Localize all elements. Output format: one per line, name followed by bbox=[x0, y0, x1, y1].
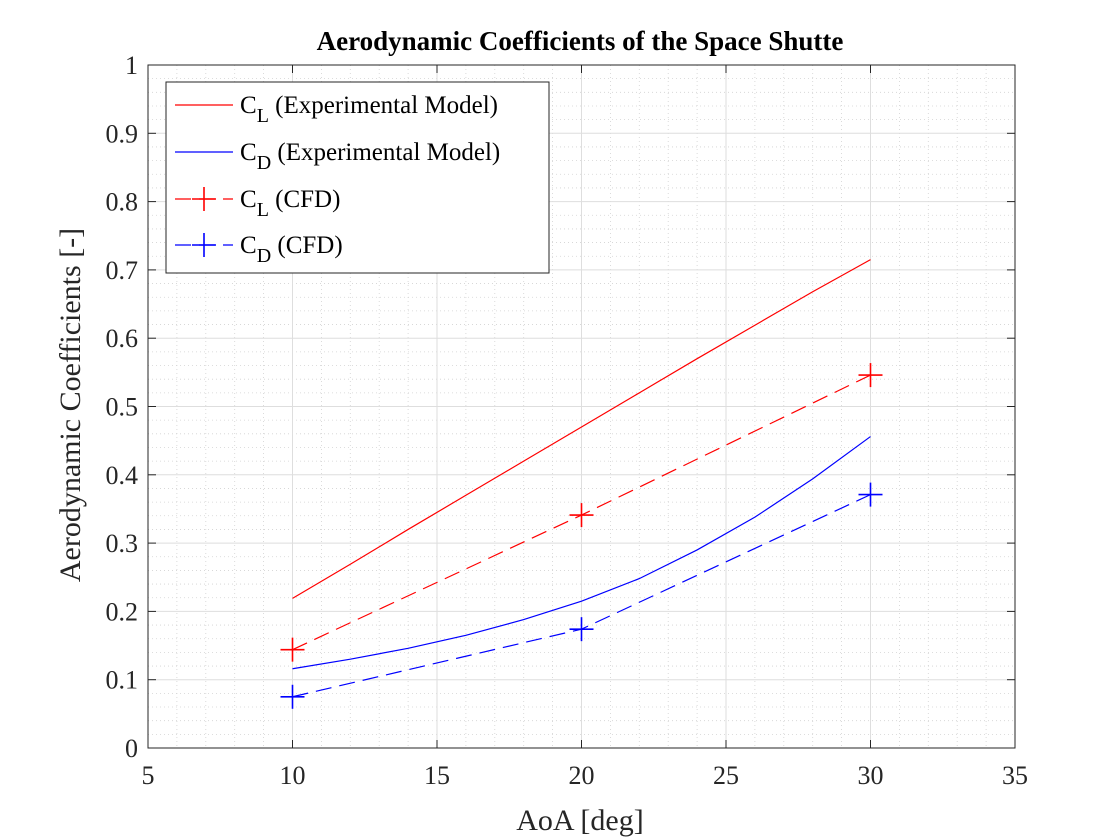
y-tick-label: 0.5 bbox=[106, 393, 139, 422]
y-tick-label: 0 bbox=[125, 734, 138, 763]
chart-title: Aerodynamic Coefficients of the Space Sh… bbox=[317, 26, 844, 56]
legend: CL (Experimental Model) CD (Experimental … bbox=[165, 81, 550, 274]
legend-box bbox=[165, 81, 550, 274]
axis-tick-labels: 5 10 15 20 25 30 35 0 0.1 0.2 0.3 0.4 0.5 0.6 0.7 0.8 0.… bbox=[106, 51, 1029, 790]
axis-ticks bbox=[147, 64, 1016, 749]
x-tick-label: 35 bbox=[1002, 761, 1028, 790]
data-point-marker bbox=[858, 363, 883, 388]
y-tick-label: 1 bbox=[125, 51, 138, 80]
x-tick-label: 10 bbox=[280, 761, 306, 790]
y-tick-label: 0.4 bbox=[106, 461, 139, 490]
x-axis-label: AoA [deg] bbox=[516, 804, 643, 837]
x-tick-label: 20 bbox=[569, 761, 595, 790]
legend-entry: CD (Experimental Model) bbox=[175, 139, 500, 174]
y-axis-label: Aerodynamic Coefficients [-] bbox=[54, 228, 87, 582]
y-tick-label: 0.1 bbox=[106, 666, 139, 695]
y-tick-label: 0.7 bbox=[106, 256, 139, 285]
x-tick-label: 15 bbox=[424, 761, 450, 790]
data-point-marker bbox=[280, 684, 305, 709]
y-tick-label: 0.2 bbox=[106, 597, 139, 626]
data-point-marker bbox=[569, 617, 594, 642]
x-tick-label: 30 bbox=[858, 761, 884, 790]
y-tick-label: 0.6 bbox=[106, 324, 139, 353]
data-point-marker bbox=[280, 637, 305, 662]
series-line-1 bbox=[292, 436, 871, 670]
legend-label: CL (CFD) bbox=[240, 186, 340, 221]
y-tick-label: 0.9 bbox=[106, 119, 139, 148]
plot-series bbox=[280, 259, 883, 709]
series-line-0 bbox=[292, 259, 871, 599]
y-tick-label: 0.3 bbox=[106, 529, 139, 558]
data-point-marker bbox=[569, 503, 594, 528]
data-point-marker bbox=[858, 482, 883, 507]
x-tick-label: 25 bbox=[713, 761, 739, 790]
legend-label: CD (Experimental Model) bbox=[240, 139, 500, 174]
legend-label: CD (CFD) bbox=[240, 232, 343, 267]
legend-label: CL (Experimental Model) bbox=[240, 92, 498, 127]
legend-entry: CL (Experimental Model) bbox=[175, 92, 498, 127]
legend-entry: CD (CFD) bbox=[175, 232, 343, 267]
legend-entry: CL (CFD) bbox=[175, 186, 340, 221]
x-tick-label: 5 bbox=[142, 761, 155, 790]
y-tick-label: 0.8 bbox=[106, 188, 139, 217]
